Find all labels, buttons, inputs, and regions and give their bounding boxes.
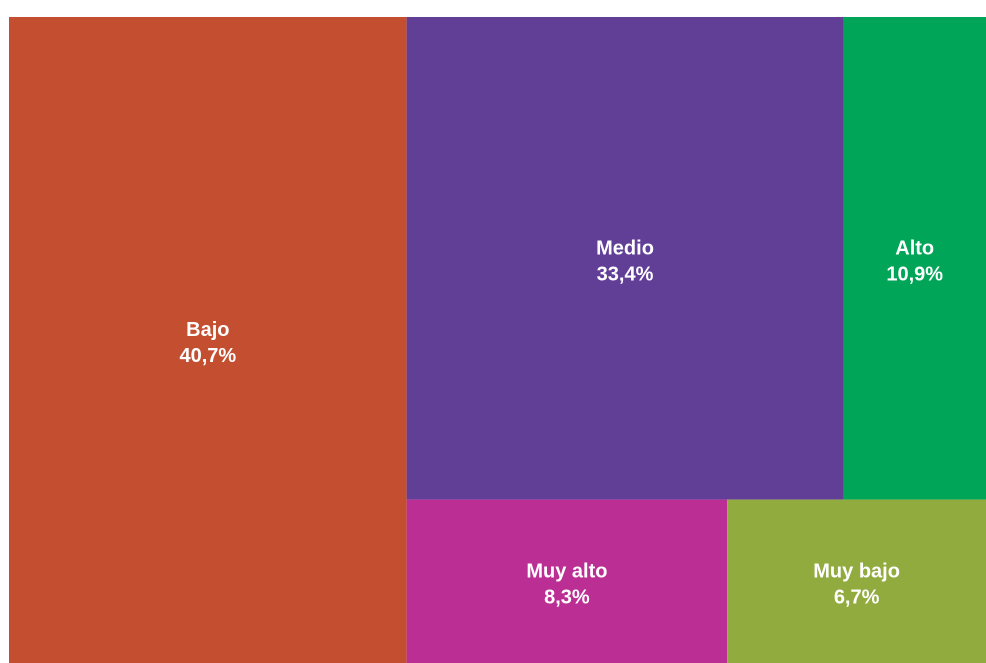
tile-name-medio: Medio [596, 237, 654, 259]
tile-name-muy-bajo: Muy bajo [813, 560, 900, 582]
tile-medio [406, 17, 844, 500]
tile-value-medio: 33,4% [597, 263, 654, 285]
tile-alto [843, 17, 986, 500]
tile-value-muy-alto: 8,3% [544, 586, 590, 608]
tile-bajo [9, 17, 407, 663]
tile-name-muy-alto: Muy alto [526, 560, 607, 582]
tile-muy-bajo [727, 499, 986, 663]
tile-name-alto: Alto [895, 237, 934, 259]
tile-value-alto: 10,9% [886, 263, 943, 285]
tile-value-bajo: 40,7% [179, 345, 236, 367]
tile-muy-alto [406, 499, 728, 663]
tile-name-bajo: Bajo [186, 319, 229, 341]
tile-value-muy-bajo: 6,7% [834, 586, 880, 608]
